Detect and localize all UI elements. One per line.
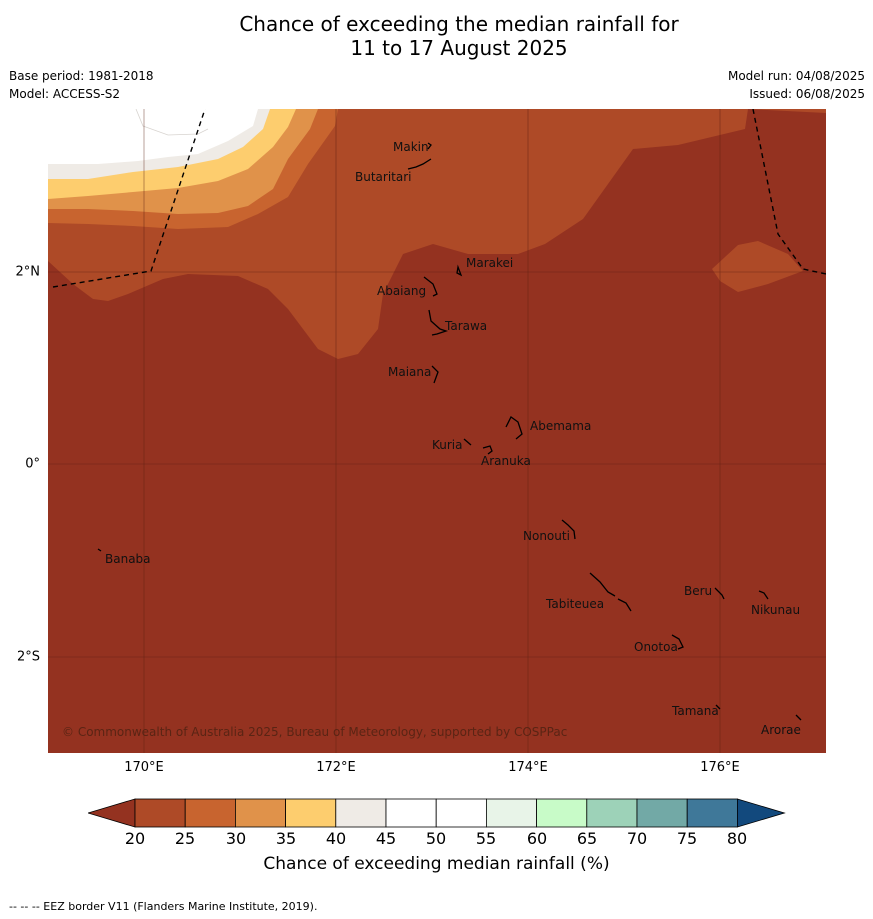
y-tick-2n: 2°N xyxy=(15,264,41,280)
colorbar-segment xyxy=(586,798,638,828)
label-nonouti: Nonouti xyxy=(523,529,570,543)
colorbar-over-arrow xyxy=(737,798,786,828)
beru-island xyxy=(714,587,725,600)
copyright-notice: © Commonwealth of Australia 2025, Bureau… xyxy=(62,725,567,739)
colorbar-label: 65 xyxy=(576,829,598,848)
colorbar-segment xyxy=(686,798,738,828)
label-tarawa: Tarawa xyxy=(444,319,487,333)
label-marakei: Marakei xyxy=(466,256,513,270)
colorbar-segment xyxy=(335,798,387,828)
label-arorae: Arorae xyxy=(761,723,801,737)
colorbar-title: Chance of exceeding median rainfall (%) xyxy=(263,854,610,874)
colorbar-label: 35 xyxy=(275,829,297,848)
colorbar-label: 30 xyxy=(225,829,247,848)
graticule xyxy=(48,109,826,753)
colorbar-label: 40 xyxy=(325,829,347,848)
colorbar-segment xyxy=(435,798,487,828)
model-run: Model run: 04/08/2025 xyxy=(727,69,865,83)
colorbar-label: 60 xyxy=(526,829,548,848)
x-tick-176e: 176°E xyxy=(700,760,740,775)
marakei-island xyxy=(456,264,463,277)
colorbar-label: 45 xyxy=(375,829,397,848)
meta-right: Model run: 04/08/2025 Issued: 06/08/2025 xyxy=(728,67,865,103)
banaba-island xyxy=(97,548,102,552)
colorbar-label: 80 xyxy=(726,829,748,848)
colorbar-label: 25 xyxy=(174,829,196,848)
arorae-island xyxy=(795,714,802,721)
colorbar-segment xyxy=(636,798,688,828)
tabiteuea-island xyxy=(589,572,632,612)
nikunau-island xyxy=(758,590,769,600)
makin-island xyxy=(427,142,432,150)
label-butaritari: Butaritari xyxy=(355,170,412,184)
colorbar-segment xyxy=(134,798,186,828)
colorbar-label: 55 xyxy=(475,829,497,848)
colorbar-segment xyxy=(285,798,337,828)
label-banaba: Banaba xyxy=(105,552,151,566)
title-line-2: 11 to 17 August 2025 xyxy=(350,36,568,60)
y-tick-2s: 2°S xyxy=(16,649,40,665)
maiana-island xyxy=(431,365,439,384)
abaiang-island xyxy=(423,276,438,297)
nonouti-island xyxy=(561,519,576,540)
x-tick-172e: 172°E xyxy=(316,760,356,775)
aranuka-island xyxy=(482,445,493,455)
label-tabiteuea: Tabiteuea xyxy=(545,597,604,611)
colorbar-label: 70 xyxy=(626,829,648,848)
contour-line xyxy=(135,109,209,136)
map-title: Chance of exceeding the median rainfall … xyxy=(0,12,873,60)
colorbar-segment xyxy=(536,798,588,828)
colorbar-label: 50 xyxy=(425,829,447,848)
label-maiana: Maiana xyxy=(388,365,431,379)
meta-left: Base period: 1981-2018 Model: ACCESS-S2 xyxy=(9,67,154,103)
map-svg: Makin Butaritari Marakei Abaiang Tarawa … xyxy=(48,109,826,753)
colorbar-segment xyxy=(385,798,437,828)
issued-date: Issued: 06/08/2025 xyxy=(749,87,865,101)
label-onotoa: Onotoa xyxy=(634,640,678,654)
colorbar-under-arrow xyxy=(86,798,136,828)
y-tick-0: 0° xyxy=(25,456,40,472)
model-name: Model: ACCESS-S2 xyxy=(9,87,121,101)
region-45-50 xyxy=(48,109,258,164)
abemama-island xyxy=(505,416,523,440)
title-line-1: Chance of exceeding the median rainfall … xyxy=(239,12,679,36)
colorbar-segment xyxy=(485,798,537,828)
colorbar xyxy=(86,798,788,832)
base-period: Base period: 1981-2018 xyxy=(9,69,154,83)
label-makin: Makin xyxy=(393,140,429,154)
region-20-25-east xyxy=(712,241,803,292)
label-tamana: Tamana xyxy=(671,704,719,718)
footnote: -- -- -- EEZ border V11 (Flanders Marine… xyxy=(9,900,318,913)
colorbar-label: 75 xyxy=(676,829,698,848)
label-nikunau: Nikunau xyxy=(751,603,800,617)
label-aranuka: Aranuka xyxy=(481,454,531,468)
colorbar-svg xyxy=(86,798,786,828)
x-tick-174e: 174°E xyxy=(508,760,548,775)
label-beru: Beru xyxy=(684,584,712,598)
place-labels: Makin Butaritari Marakei Abaiang Tarawa … xyxy=(105,140,801,737)
tarawa-island xyxy=(428,309,449,336)
label-abemama: Abemama xyxy=(530,419,591,433)
colorbar-segment xyxy=(234,798,286,828)
eez-border xyxy=(52,109,826,288)
label-abaiang: Abaiang xyxy=(377,284,426,298)
x-tick-170e: 170°E xyxy=(124,760,164,775)
butaritari-island xyxy=(407,158,432,170)
rainfall-map: Makin Butaritari Marakei Abaiang Tarawa … xyxy=(48,109,826,753)
colorbar-label: 20 xyxy=(124,829,146,848)
tamana-island xyxy=(715,704,721,710)
onotoa-island xyxy=(671,634,684,650)
label-kuria: Kuria xyxy=(432,438,463,452)
islands xyxy=(97,142,802,721)
kuria-island xyxy=(463,438,472,446)
colorbar-segment xyxy=(184,798,236,828)
